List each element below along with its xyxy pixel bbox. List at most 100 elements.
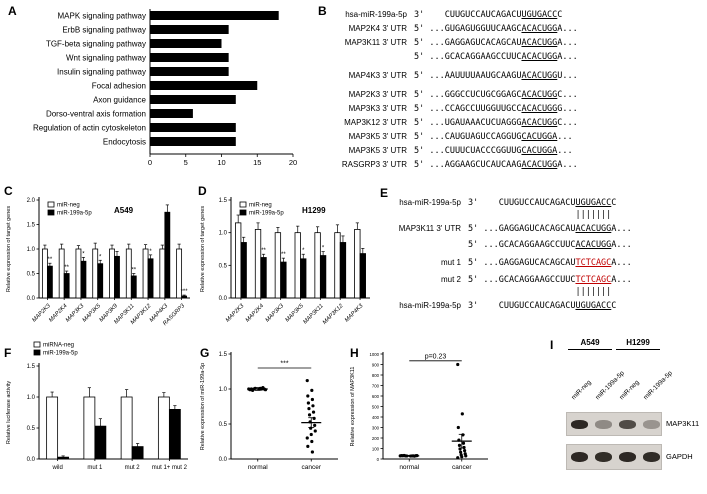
sequence-segment: C	[557, 10, 563, 20]
sequence-segment: 5' ...GCACAGGAAGCCUUC	[468, 275, 576, 285]
sequence-text: 3' CUUGUCCAUCAGACUUGUGACCC	[414, 8, 562, 22]
gene-label: MAP3K11 3' UTR	[398, 224, 461, 233]
sequence-segment: A...	[557, 24, 578, 34]
y-tick-label: 1.5	[219, 352, 228, 358]
seed-site: ACACUGG	[575, 240, 612, 250]
significance-stars: *	[99, 254, 102, 260]
pathway-label: MAPK signaling pathway	[58, 12, 147, 21]
sequence-text: 5' ...CUUUCUACCCGGUUGCACUGGA...	[414, 144, 573, 158]
data-bar	[83, 396, 96, 460]
y-tick-label: 0	[377, 457, 380, 462]
panel-g-label: G	[200, 346, 210, 360]
data-point	[312, 416, 316, 420]
panel-d-label: D	[198, 184, 207, 198]
legend-swatch	[239, 201, 247, 208]
panel-b-label: B	[318, 4, 327, 18]
data-point	[456, 425, 460, 430]
sequence-row: hsa-miR-199a-5p 3' CUUGUCCAUCAGACUUGUGACC…	[322, 8, 578, 22]
sequence-row: MAP3K5 3' UTR 5' ...CAUGUAGUCCAGGUGCACUGG…	[322, 130, 578, 144]
pathway-bar	[150, 25, 229, 34]
sequence-row: MAP2K3 3' UTR 5' ...GGGCCUCUGCGGAGCACACUG…	[322, 88, 578, 102]
sequence-text: |||||||	[468, 210, 612, 220]
sequence-segment: 5' ...GAGGAGUCACAGCAU	[414, 38, 522, 48]
y-tick-label: 2.0	[27, 198, 36, 204]
panel-f-label: F	[4, 346, 12, 360]
x-tick-label: 20	[289, 158, 297, 167]
significance-stars: **	[64, 265, 69, 271]
significance-stars: ***	[181, 289, 189, 295]
sequence-row: MAP3K11 3' UTR 5' ...GAGGAGUCACAGCAUACACU…	[322, 36, 578, 50]
gene-label: MAP4K3 3' UTR	[348, 71, 407, 80]
panel-a-label: A	[8, 4, 17, 18]
y-tick-label: 1.0	[219, 231, 228, 237]
seed-site: ACACUGG	[521, 38, 558, 48]
data-bar	[46, 396, 59, 460]
y-tick-label: 500	[372, 404, 380, 409]
x-category-label: cancer	[301, 464, 321, 471]
seed-site: CACUGGA	[521, 132, 558, 142]
seed-site: ACACUGG	[521, 118, 558, 128]
data-bar	[274, 232, 282, 299]
base-pairing-row: |||||||	[382, 211, 632, 220]
sequence-segment: ...	[557, 132, 573, 142]
panel-f: F 0.0 0.5 1.0 1.5 Relative luciferase activi…	[2, 338, 194, 494]
data-bar	[159, 248, 166, 299]
data-point	[463, 449, 467, 453]
sequence-segment: 5' ...AAUUUUAAUGCAAGU	[414, 71, 522, 81]
sequence-segment: 5' ...AGGAAGCUCAUCAAG	[414, 160, 522, 170]
pathway-label: Endocytosis	[103, 138, 146, 147]
mir199a-expression-scatter-chart: 0.0 0.5 1.0 1.5 Relative expression of miR-1…	[200, 352, 338, 471]
pathway-bar	[150, 137, 236, 146]
y-tick-label: 400	[372, 415, 380, 420]
header-underline	[616, 349, 660, 350]
data-point	[461, 441, 466, 445]
data-bar	[75, 248, 82, 299]
y-tick-label: 0.5	[27, 272, 36, 278]
sequence-segment: 5' ...GAGGAGUCACAGCAU	[468, 258, 576, 268]
seed-site: CACUGGA	[521, 146, 558, 156]
data-point	[456, 362, 460, 367]
data-point	[464, 454, 468, 458]
legend-swatch	[33, 349, 41, 356]
data-bar	[280, 261, 287, 299]
x-category-label: wild	[51, 465, 62, 471]
panel-i: I A549 H1299 miR-neg miR-199a-5p miR-neg miR-…	[540, 336, 705, 492]
pathway-bar	[150, 67, 229, 76]
sequence-segment: 5' ...GGGCCUCUGCGGAGC	[414, 90, 522, 100]
data-point	[313, 423, 317, 427]
data-point	[310, 439, 314, 444]
data-bar	[92, 248, 99, 299]
legend-label: miRNA-neg	[43, 343, 74, 349]
mirna-target-site-alignments: hsa-miR-199a-5p 3' CUUGUCCAUCAGACUUGUGACC…	[322, 8, 578, 172]
sequence-segment: C	[611, 301, 617, 311]
sequence-text: 5' ...GCACAGGAAGCCUUCACACUGGA...	[414, 50, 578, 64]
data-bar	[168, 409, 181, 460]
pathway-label: Regulation of actin cytoskeleton	[33, 124, 146, 133]
seed-site: ACACUGG	[575, 224, 612, 234]
protein-band	[594, 419, 612, 429]
map3k11-expression-scatter-chart: 0 100 200 300 400 500 600 700 800 900 1000 Relative…	[350, 352, 488, 471]
protein-band	[570, 452, 588, 462]
pathway-label: Dorso-ventral axis formation	[46, 110, 146, 119]
sequence-segment: A...	[611, 275, 632, 285]
legend-swatch	[239, 209, 247, 216]
data-bar	[147, 258, 154, 299]
sequence-row: mut 2 5' ...GCACAGGAAGCCUUCTCTCAGCA...	[382, 271, 632, 288]
sequence-segment: ...	[557, 146, 573, 156]
seed-site: UGUGACC	[575, 301, 612, 311]
sequence-text: 5' ...AAUUUUAAUGCAAGUACACUGGU...	[414, 69, 578, 83]
legend-swatch	[47, 201, 55, 208]
sequence-text: 5' ...GUGAGUGGUUCAAGCACACUGGA...	[414, 22, 578, 36]
panel-g: G 0.0 0.5 1.0 1.5 Relative expression of miR…	[196, 338, 344, 494]
sequence-text: 5' ...CAUGUAGUCCAGGUGCACUGGA...	[414, 130, 573, 144]
lane-label: miR-neg	[618, 378, 641, 402]
pathway-bar	[150, 109, 193, 118]
sequence-segment: A...	[611, 224, 632, 234]
sequence-segment: 5' ...CUUUCUACCCGGUUG	[414, 146, 522, 156]
data-point	[457, 443, 462, 447]
data-bar	[235, 222, 242, 299]
data-bar	[142, 248, 149, 299]
data-point	[460, 412, 464, 416]
data-point	[309, 432, 313, 437]
